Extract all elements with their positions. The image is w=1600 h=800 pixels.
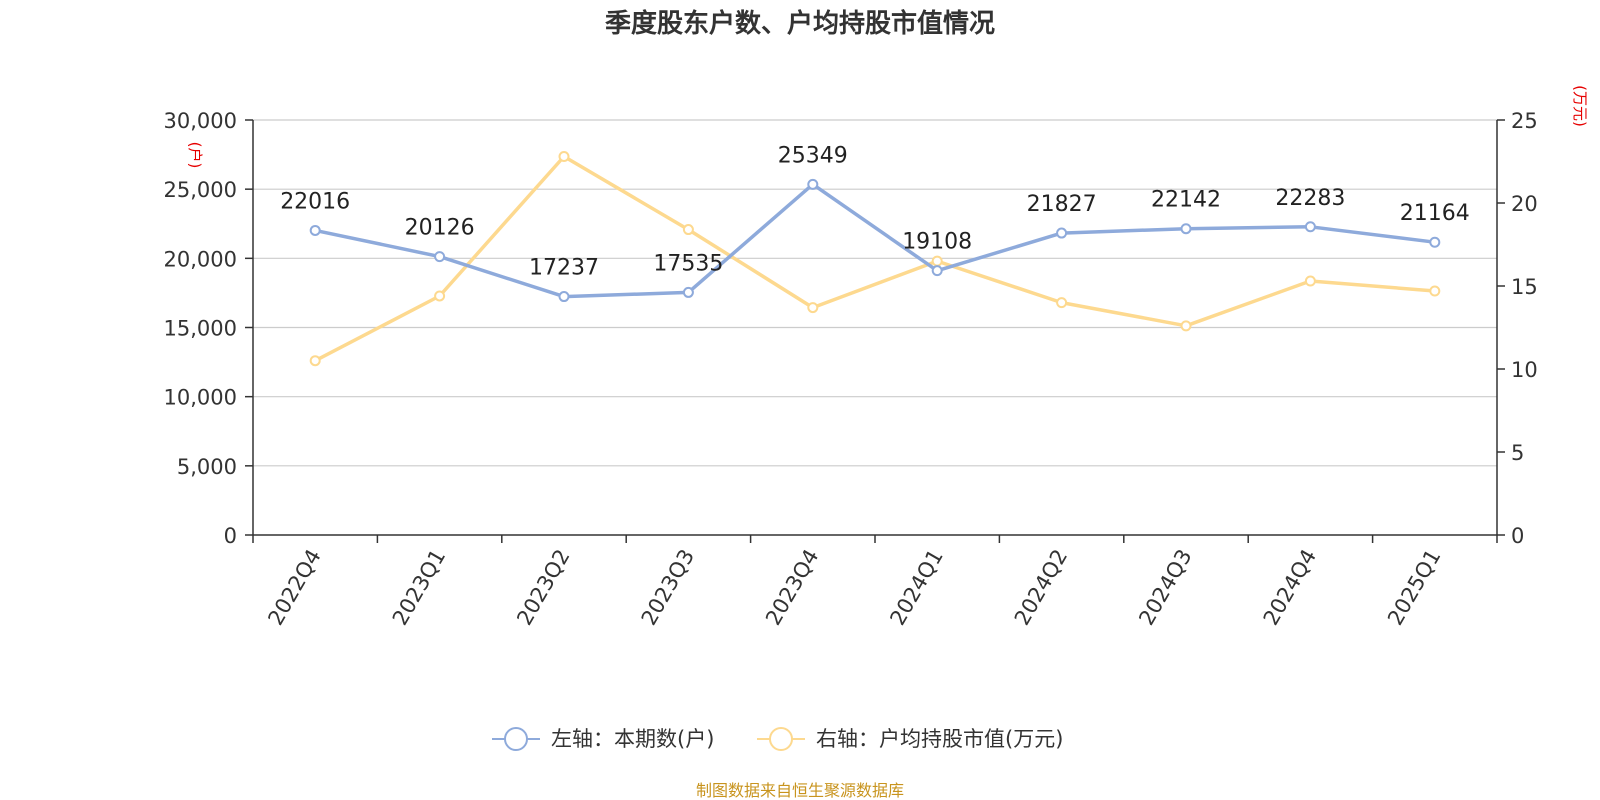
right-tick-label: 0 [1511,524,1524,548]
data-label: 17237 [529,256,599,281]
data-point-right[interactable] [309,355,321,367]
series-line-left [314,182,1436,299]
x-tick-label: 2023Q2 [512,545,574,629]
data-point-right[interactable] [931,255,943,267]
right-tick-label: 25 [1511,109,1538,133]
data-point-right[interactable] [434,290,446,302]
data-label: 21164 [1400,201,1470,226]
data-point-right[interactable] [1180,320,1192,332]
data-point-left[interactable] [682,286,694,298]
legend[interactable]: 左轴：本期数(户) 右轴：户均持股市值(万元) [492,727,1063,751]
legend-right-label: 右轴：户均持股市值(万元) [816,727,1063,751]
right-tick-label: 15 [1511,275,1538,299]
x-tick-label: 2025Q1 [1383,545,1445,629]
data-label: 17535 [653,251,723,276]
data-point-left[interactable] [1056,227,1068,239]
data-label: 22016 [280,189,350,214]
data-label: 25349 [778,143,848,168]
data-labels: 22016 20126 17237 17535 25349 19108 21827 22142… [280,143,1470,280]
legend-left-label: 左轴：本期数(户) [551,727,714,751]
data-label: 22283 [1275,186,1345,211]
data-point-left[interactable] [558,291,570,303]
x-axis-ticks: 2022Q4 2023Q1 2023Q2 2023Q3 2023Q4 2024Q1 2024… [252,535,1498,629]
data-label: 20126 [405,216,475,241]
x-tick-label: 2023Q4 [761,545,823,629]
right-tick-label: 5 [1511,441,1524,465]
left-axis-ticks: 0 5,000 10,000 15,000 20,000 25,000 30,000 [164,109,253,548]
left-tick-label: 5,000 [177,455,237,479]
data-point-right[interactable] [558,151,570,163]
x-tick-label: 2024Q2 [1010,545,1072,629]
data-label: 21827 [1027,192,1097,217]
legend-right-swatch-marker [769,727,793,751]
left-axis-unit: (户) [186,142,204,169]
right-tick-label: 20 [1511,192,1538,216]
data-point-right[interactable] [1304,275,1316,287]
x-tick-label: 2023Q3 [637,545,699,629]
right-tick-label: 10 [1511,358,1538,382]
left-tick-label: 30,000 [164,109,237,133]
left-tick-label: 15,000 [164,317,237,341]
data-point-left[interactable] [1304,221,1316,233]
legend-item-left[interactable]: 左轴：本期数(户) [492,727,714,751]
legend-item-right[interactable]: 右轴：户均持股市值(万元) [757,727,1063,751]
x-tick-label: 2024Q4 [1259,545,1321,629]
right-axis-ticks: 0 5 10 15 20 25 [1497,109,1538,548]
x-tick-label: 2023Q1 [388,545,450,629]
data-point-left[interactable] [807,178,819,190]
data-point-left[interactable] [1180,223,1192,235]
x-tick-label: 2024Q3 [1134,545,1196,629]
data-point-left[interactable] [434,251,446,263]
series-line-right [314,154,1435,363]
data-point-left[interactable] [1429,236,1441,248]
left-tick-label: 0 [224,524,237,548]
data-point-right[interactable] [682,224,694,236]
left-tick-label: 20,000 [164,247,237,271]
legend-left-swatch-marker [504,727,528,751]
data-label: 19108 [902,230,972,255]
data-label: 22142 [1151,188,1221,213]
data-point-left[interactable] [309,224,321,236]
data-point-right[interactable] [1429,285,1441,297]
gridlines [253,119,1497,467]
data-point-right[interactable] [1056,297,1068,309]
x-tick-label: 2024Q1 [885,545,947,629]
x-tick-label: 2022Q4 [263,545,325,629]
source-note: 制图数据来自恒生聚源数据库 [696,781,904,800]
series-layer [309,151,1441,367]
right-axis-unit: (万元) [1571,85,1589,127]
data-point-right[interactable] [807,302,819,314]
chart-title: 季度股东户数、户均持股市值情况 [605,8,995,39]
left-tick-label: 25,000 [164,178,237,202]
left-tick-label: 10,000 [164,386,237,410]
data-point-left[interactable] [931,265,943,277]
